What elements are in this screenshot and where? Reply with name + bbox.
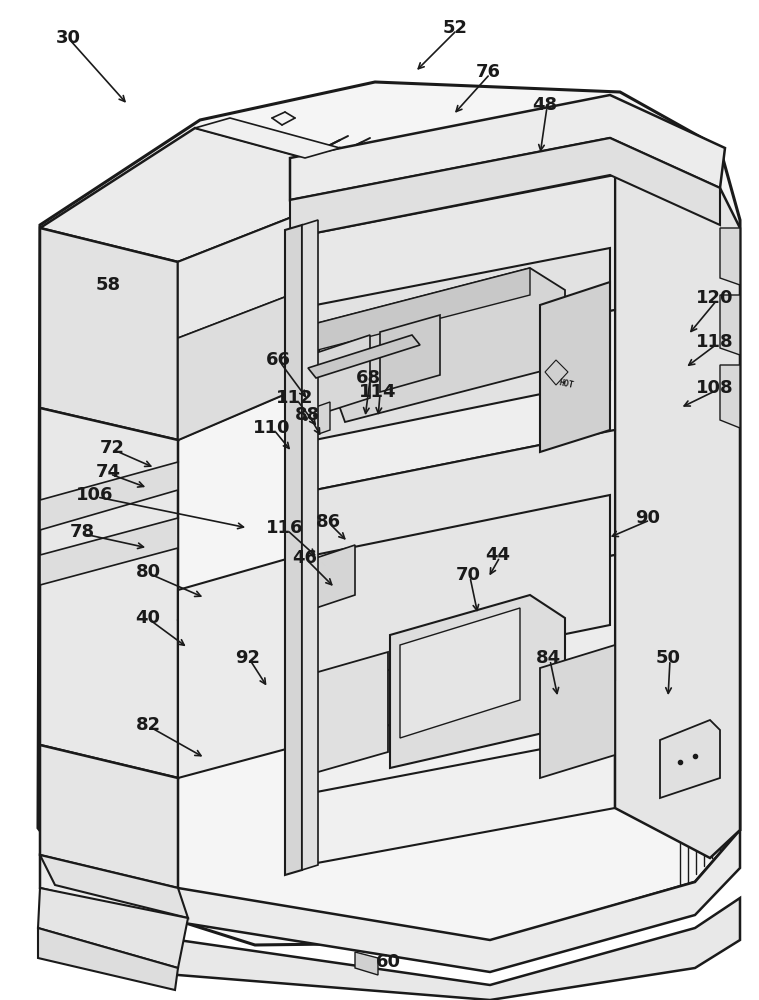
Text: 118: 118 [696, 333, 734, 351]
Polygon shape [290, 138, 720, 238]
Text: 46: 46 [292, 549, 317, 567]
Polygon shape [390, 595, 565, 768]
Polygon shape [295, 545, 355, 615]
Text: 112: 112 [276, 389, 313, 407]
Polygon shape [38, 888, 188, 968]
Polygon shape [290, 310, 615, 495]
Polygon shape [38, 82, 740, 945]
Polygon shape [293, 402, 330, 443]
Text: 86: 86 [316, 513, 341, 531]
Text: 30: 30 [55, 29, 80, 47]
Polygon shape [295, 335, 370, 422]
Polygon shape [290, 248, 610, 445]
Polygon shape [290, 652, 388, 780]
Text: 72: 72 [99, 439, 124, 457]
Polygon shape [40, 462, 178, 530]
Polygon shape [195, 118, 340, 158]
Polygon shape [40, 228, 178, 440]
Polygon shape [285, 225, 302, 875]
Text: 108: 108 [696, 379, 734, 397]
Text: 50: 50 [656, 649, 681, 667]
Polygon shape [290, 555, 615, 745]
Polygon shape [290, 495, 610, 690]
Polygon shape [290, 175, 615, 375]
Text: 84: 84 [535, 649, 561, 667]
Polygon shape [310, 268, 565, 422]
Polygon shape [380, 315, 440, 392]
Polygon shape [615, 138, 740, 858]
Text: 48: 48 [532, 96, 558, 114]
Polygon shape [178, 218, 290, 440]
Polygon shape [540, 645, 615, 778]
Polygon shape [40, 830, 740, 972]
Text: 60: 60 [376, 953, 401, 971]
Polygon shape [40, 408, 178, 778]
Text: 114: 114 [359, 383, 397, 401]
Polygon shape [40, 898, 740, 1000]
Text: 52: 52 [442, 19, 468, 37]
Text: 90: 90 [635, 509, 660, 527]
Polygon shape [178, 218, 290, 338]
Text: 76: 76 [475, 63, 500, 81]
Polygon shape [290, 175, 615, 868]
Polygon shape [355, 952, 378, 975]
Text: 116: 116 [266, 519, 304, 537]
Text: 110: 110 [254, 419, 291, 437]
Text: 92: 92 [235, 649, 260, 667]
Polygon shape [290, 95, 725, 200]
Polygon shape [720, 365, 740, 428]
Text: 44: 44 [486, 546, 511, 564]
Text: 106: 106 [76, 486, 114, 504]
Polygon shape [38, 928, 178, 990]
Text: 40: 40 [136, 609, 160, 627]
Text: 82: 82 [135, 716, 161, 734]
Polygon shape [540, 282, 610, 452]
Polygon shape [40, 518, 178, 585]
Polygon shape [720, 228, 740, 285]
Text: 70: 70 [455, 566, 480, 584]
Polygon shape [40, 745, 178, 888]
Polygon shape [290, 430, 615, 620]
Text: 80: 80 [135, 563, 161, 581]
Text: 68: 68 [355, 369, 380, 387]
Text: 120: 120 [696, 289, 734, 307]
Polygon shape [40, 855, 188, 918]
Text: 58: 58 [96, 276, 121, 294]
Polygon shape [178, 558, 290, 778]
Polygon shape [308, 335, 420, 378]
Text: 74: 74 [96, 463, 121, 481]
Polygon shape [178, 295, 290, 440]
Polygon shape [310, 268, 530, 352]
Text: 88: 88 [295, 406, 320, 424]
Polygon shape [720, 295, 740, 355]
Text: 66: 66 [266, 351, 291, 369]
Text: 78: 78 [69, 523, 95, 541]
Polygon shape [302, 220, 318, 870]
Polygon shape [400, 608, 520, 738]
Polygon shape [40, 128, 305, 262]
Text: HOT: HOT [558, 378, 575, 390]
Polygon shape [660, 720, 720, 798]
